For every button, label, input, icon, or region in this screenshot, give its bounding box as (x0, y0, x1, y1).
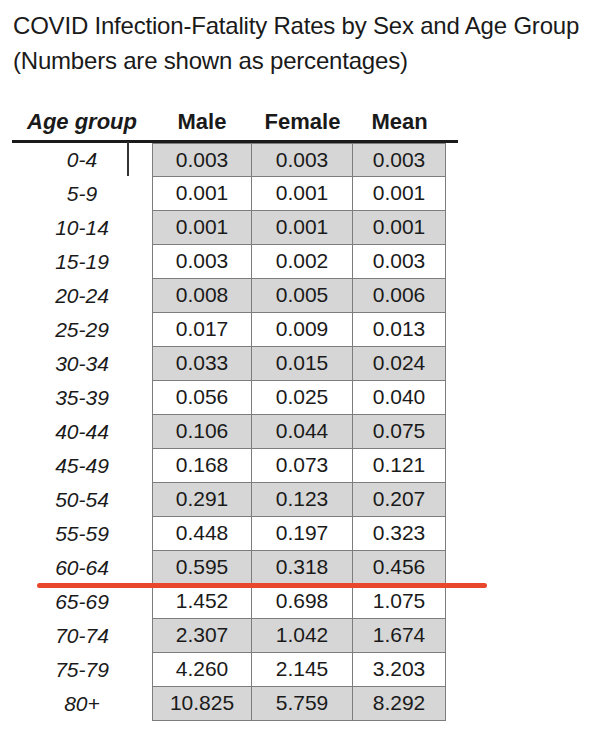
male-value-cell: 0.001 (152, 211, 252, 245)
mean-value-cell: 0.003 (353, 245, 446, 279)
table-row: 75-79 4.260 2.145 3.203 (12, 653, 446, 687)
mean-value-cell: 0.040 (353, 381, 446, 415)
table-row: 10-14 0.001 0.001 0.001 (12, 211, 446, 245)
male-value-cell: 0.291 (152, 483, 252, 517)
male-value-cell: 0.008 (152, 279, 252, 313)
table-row: 0-4 0.003 0.003 0.003 (12, 143, 446, 177)
female-value-cell: 0.073 (252, 449, 353, 483)
column-header-male: Male (152, 104, 252, 140)
mean-value-cell: 0.121 (353, 449, 446, 483)
column-header-female: Female (252, 104, 353, 140)
female-value-cell: 0.015 (252, 347, 353, 381)
table-row: 65-69 1.452 0.698 1.075 (12, 585, 446, 619)
age-group-cell: 50-54 (12, 483, 152, 517)
mean-value-cell: 8.292 (353, 687, 446, 721)
mean-value-cell: 0.001 (353, 177, 446, 211)
male-value-cell: 0.033 (152, 347, 252, 381)
female-value-cell: 0.002 (252, 245, 353, 279)
age-group-cell: 30-34 (12, 347, 152, 381)
age-group-cell: 20-24 (12, 279, 152, 313)
male-value-cell: 0.448 (152, 517, 252, 551)
table-row: 60-64 0.595 0.318 0.456 (12, 551, 446, 585)
age-group-cell: 80+ (12, 687, 152, 721)
table-row: 55-59 0.448 0.197 0.323 (12, 517, 446, 551)
male-value-cell: 2.307 (152, 619, 252, 653)
male-value-cell: 0.106 (152, 415, 252, 449)
table-row: 20-24 0.008 0.005 0.006 (12, 279, 446, 313)
female-value-cell: 0.698 (252, 585, 353, 619)
mean-value-cell: 0.001 (353, 211, 446, 245)
table-header-row: Age group Male Female Mean (12, 104, 472, 140)
mean-value-cell: 0.207 (353, 483, 446, 517)
mean-value-cell: 0.003 (353, 143, 446, 177)
column-header-age-group: Age group (12, 104, 152, 140)
male-value-cell: 0.595 (152, 551, 252, 585)
male-value-cell: 10.825 (152, 687, 252, 721)
age-group-cell: 40-44 (12, 415, 152, 449)
male-value-cell: 0.017 (152, 313, 252, 347)
red-divider-line (37, 583, 487, 588)
table-row: 80+ 10.825 5.759 8.292 (12, 687, 446, 721)
age-group-cell: 15-19 (12, 245, 152, 279)
table-row: 50-54 0.291 0.123 0.207 (12, 483, 446, 517)
ifr-table: Age group Male Female Mean 0-4 0.003 0.0… (12, 104, 472, 140)
female-value-cell: 0.318 (252, 551, 353, 585)
male-value-cell: 0.003 (152, 245, 252, 279)
male-value-cell: 0.056 (152, 381, 252, 415)
age-group-cell: 75-79 (12, 653, 152, 687)
table-body: 0-4 0.003 0.003 0.003 5-9 0.001 0.001 0.… (12, 143, 446, 721)
table-row: 30-34 0.033 0.015 0.024 (12, 347, 446, 381)
title-block: COVID Infection-Fatality Rates by Sex an… (13, 8, 579, 78)
page-title: COVID Infection-Fatality Rates by Sex an… (13, 8, 579, 43)
female-value-cell: 0.025 (252, 381, 353, 415)
female-value-cell: 0.197 (252, 517, 353, 551)
female-value-cell: 0.005 (252, 279, 353, 313)
age-group-cell: 45-49 (12, 449, 152, 483)
female-value-cell: 0.003 (252, 143, 353, 177)
mean-value-cell: 1.075 (353, 585, 446, 619)
male-value-cell: 4.260 (152, 653, 252, 687)
mean-value-cell: 1.674 (353, 619, 446, 653)
female-value-cell: 2.145 (252, 653, 353, 687)
mean-value-cell: 0.024 (353, 347, 446, 381)
female-value-cell: 0.044 (252, 415, 353, 449)
table-row: 40-44 0.106 0.044 0.075 (12, 415, 446, 449)
age-group-cell: 0-4 (12, 143, 152, 177)
male-value-cell: 0.003 (152, 143, 252, 177)
mean-value-cell: 0.013 (353, 313, 446, 347)
age-group-cell: 10-14 (12, 211, 152, 245)
female-value-cell: 0.001 (252, 177, 353, 211)
table-row: 35-39 0.056 0.025 0.040 (12, 381, 446, 415)
mean-value-cell: 0.006 (353, 279, 446, 313)
male-value-cell: 1.452 (152, 585, 252, 619)
mean-value-cell: 3.203 (353, 653, 446, 687)
age-group-cell: 65-69 (12, 585, 152, 619)
table-row: 70-74 2.307 1.042 1.674 (12, 619, 446, 653)
age-group-cell: 35-39 (12, 381, 152, 415)
female-value-cell: 0.123 (252, 483, 353, 517)
age-group-cell: 70-74 (12, 619, 152, 653)
mean-value-cell: 0.075 (353, 415, 446, 449)
table-row: 45-49 0.168 0.073 0.121 (12, 449, 446, 483)
column-header-mean: Mean (353, 104, 446, 140)
age-group-cell: 60-64 (12, 551, 152, 585)
table-row: 15-19 0.003 0.002 0.003 (12, 245, 446, 279)
age-group-cell: 25-29 (12, 313, 152, 347)
age-group-cell: 55-59 (12, 517, 152, 551)
female-value-cell: 0.009 (252, 313, 353, 347)
mean-value-cell: 0.456 (353, 551, 446, 585)
mean-value-cell: 0.323 (353, 517, 446, 551)
table-row: 25-29 0.017 0.009 0.013 (12, 313, 446, 347)
table-row: 5-9 0.001 0.001 0.001 (12, 177, 446, 211)
female-value-cell: 0.001 (252, 211, 353, 245)
male-value-cell: 0.168 (152, 449, 252, 483)
male-value-cell: 0.001 (152, 177, 252, 211)
age-group-cell: 5-9 (12, 177, 152, 211)
female-value-cell: 1.042 (252, 619, 353, 653)
female-value-cell: 5.759 (252, 687, 353, 721)
page-subtitle: (Numbers are shown as percentages) (13, 43, 579, 78)
